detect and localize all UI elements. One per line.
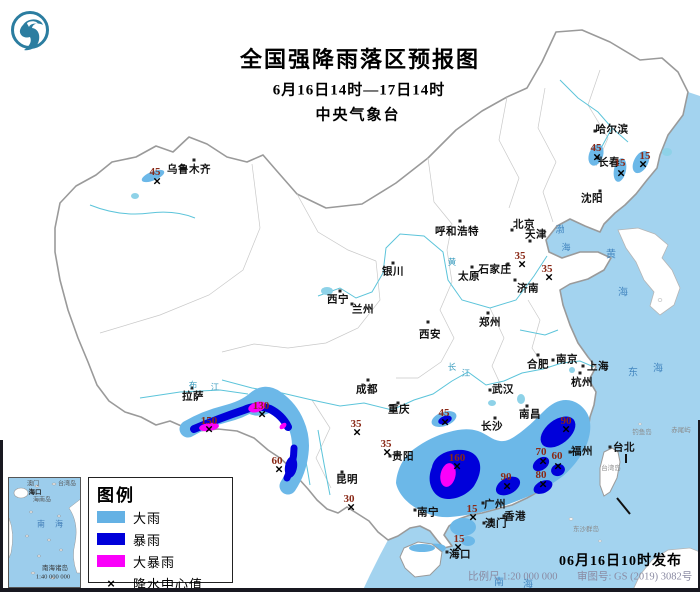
inset-label: 台湾岛 [57, 481, 77, 488]
legend-color-swatch [97, 555, 125, 567]
legend-rows: 大雨暴雨大暴雨 × 降水中心值 [97, 506, 232, 592]
legend-item-label: 暴雨 [133, 532, 162, 548]
inset-map-canvas [9, 482, 80, 580]
korea-landmass [617, 227, 681, 316]
south-china-sea-inset: 澳门 台湾岛海口 海南岛南海南海诸岛 1:40 000 000 [8, 477, 81, 588]
inset-label: 澳门 [26, 481, 40, 488]
agency-name: 中央气象台 [315, 106, 401, 124]
inset-label: 南 [37, 519, 45, 529]
severe-rainstorm-zones [199, 401, 456, 487]
inset-label: 南海诸岛 [42, 565, 68, 572]
legend-title: 图例 [97, 486, 135, 505]
inset-label: 1:40 000 000 [35, 573, 71, 581]
sea-islets [568, 298, 663, 543]
legend-item-label: 大暴雨 [133, 554, 176, 570]
inset-label: 海南岛 [32, 497, 52, 504]
legend-item: 大暴雨 [97, 550, 232, 572]
southeast-landmass [631, 547, 700, 592]
legend-color-swatch [97, 511, 125, 523]
legend-item: × 降水中心值 [97, 572, 232, 592]
legend-box: 图例 大雨暴雨大暴雨 × 降水中心值 [88, 477, 233, 592]
legend-item-label: 降水中心值 [133, 576, 204, 592]
forecast-period: 6月16日14时—17日14时 [272, 82, 446, 99]
screen-edge-bottom [0, 588, 700, 592]
screen-edge-right [698, 420, 700, 592]
legend-item: 暴雨 [97, 528, 232, 550]
legend-color-swatch [97, 533, 125, 545]
legend-item-label: 大雨 [133, 510, 162, 526]
legend-item: 大雨 [97, 506, 232, 528]
map-scale: 比例尺 1:20 000 000 [468, 571, 558, 583]
legend-marker-symbol: × [107, 575, 115, 591]
issue-time: 06月16日10时发布 [559, 554, 682, 569]
taiwan-island [599, 447, 621, 497]
lakes [131, 148, 672, 406]
cma-logo-icon [11, 11, 49, 51]
approval-number: 审图号: GS (2019) 3082号 [577, 571, 693, 583]
screen-edge-left [0, 440, 3, 592]
page-title: 全国强降雨落区预报图 [239, 47, 481, 72]
inset-label: 海 [55, 519, 63, 529]
inset-label: 海口 [28, 489, 42, 496]
hainan-rain-patch [409, 544, 435, 552]
boundary-dashes [616, 454, 631, 515]
hainan-island [399, 541, 443, 578]
